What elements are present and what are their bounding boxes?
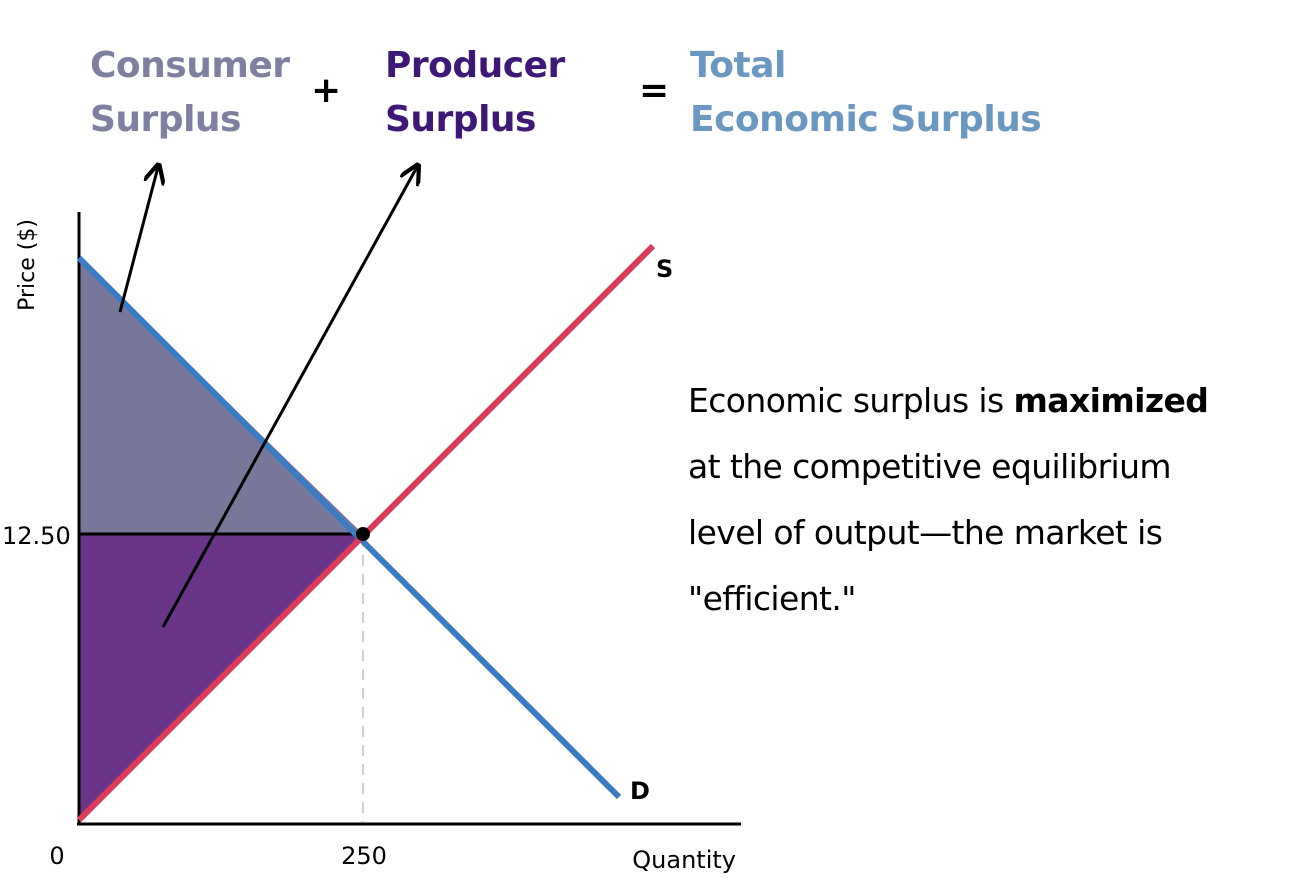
total-surplus-heading-line1: Total — [690, 45, 786, 86]
y-axis-title: Price ($) — [15, 219, 40, 311]
demand-curve — [76, 255, 622, 800]
equilibrium-quantity-tick-label: 250 — [341, 842, 387, 870]
consumer-surplus-heading: Consumer Surplus — [90, 39, 290, 147]
note-line-4: "efficient." — [688, 579, 856, 618]
equilibrium-point — [356, 527, 370, 541]
origin-tick-label: 0 — [49, 842, 64, 870]
note-emphasis: maximized — [1013, 381, 1209, 420]
note-line-3: level of output—the market is — [688, 513, 1163, 552]
producer-surplus-heading-line2: Surplus — [385, 99, 536, 140]
consumer-surplus-heading-line1: Consumer — [90, 45, 290, 86]
efficiency-note: Economic surplus is maximized at the com… — [688, 368, 1288, 632]
equilibrium-price-tick-label: 12.50 — [2, 522, 71, 550]
note-line-1-text: Economic surplus is — [688, 381, 1014, 420]
producer-surplus-heading-line1: Producer — [385, 45, 565, 86]
producer-surplus-heading: Producer Surplus — [385, 39, 565, 147]
demand-label: D — [630, 777, 650, 805]
note-line-1: Economic surplus is maximized — [688, 368, 1288, 434]
x-axis-title: Quantity — [632, 846, 736, 874]
consumer-surplus-arrow — [118, 167, 158, 313]
plus-sign: + — [311, 70, 342, 111]
total-surplus-heading: Total Economic Surplus — [690, 39, 1042, 147]
consumer-surplus-heading-line2: Surplus — [90, 99, 241, 140]
supply-label: S — [656, 255, 673, 283]
total-surplus-heading-line2: Economic Surplus — [690, 99, 1042, 140]
equals-sign: = — [639, 70, 670, 111]
producer-surplus-arrow — [161, 167, 417, 628]
note-line-2: at the competitive equilibrium — [688, 447, 1172, 486]
